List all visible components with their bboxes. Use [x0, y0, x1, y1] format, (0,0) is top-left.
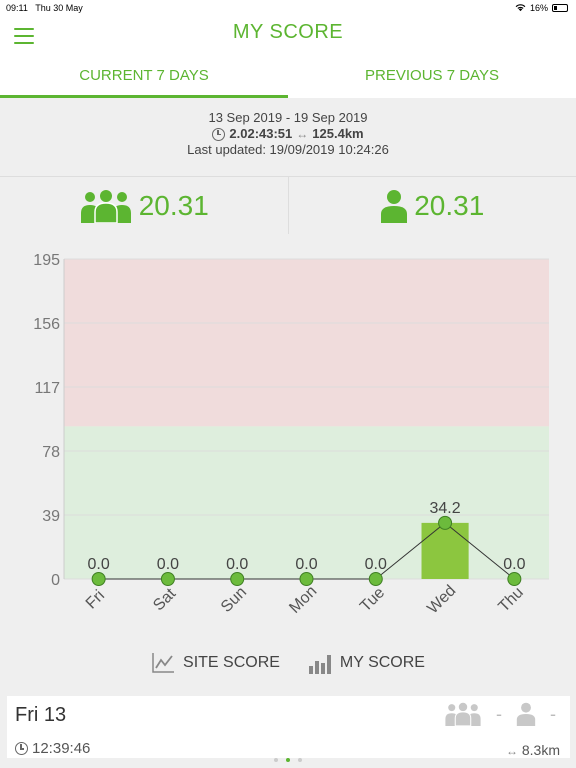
period-summary: 13 Sep 2019 - 19 Sep 2019 2.02:43:51 ↔ 1…: [0, 110, 576, 158]
bar-wed: [421, 522, 469, 579]
site-score-cell: 20.31: [0, 177, 288, 234]
series-line-segment: [444, 522, 515, 580]
date-range: 13 Sep 2019 - 19 Sep 2019: [208, 110, 368, 125]
day-site-score: -: [496, 703, 502, 724]
distance-arrows-icon: ↔: [505, 744, 518, 758]
point-sun: [230, 572, 245, 586]
period-tabs: CURRENT 7 DAYS PREVIOUS 7 DAYS: [0, 60, 576, 98]
page-dot[interactable]: [274, 758, 278, 762]
status-time: 09:11: [6, 3, 28, 13]
point-sat: [160, 572, 175, 586]
page-indicator: [0, 758, 576, 762]
distance-arrows-icon: ↔: [296, 127, 309, 141]
day-title: Fri 13: [15, 704, 67, 726]
day-my-score: -: [550, 703, 556, 724]
clock-icon: [15, 742, 28, 755]
legend-site-score[interactable]: SITE SCORE: [151, 652, 280, 674]
my-score-value: 20.31: [414, 189, 485, 221]
group-users-icon: [445, 702, 481, 726]
status-bar: 09:11 Thu 30 May 16%: [0, 0, 576, 16]
user-icon: [381, 189, 408, 223]
y-tick-label: 117: [34, 380, 60, 397]
point-thu: [507, 572, 522, 586]
battery-icon: [552, 4, 568, 12]
point-fri: [91, 572, 106, 586]
y-tick-label: 39: [42, 508, 60, 525]
data-label: 34.2: [430, 500, 461, 517]
tab-current-7-days[interactable]: CURRENT 7 DAYS: [0, 60, 288, 98]
tab-previous-7-days[interactable]: PREVIOUS 7 DAYS: [365, 67, 499, 84]
last-updated: Last updated: 19/09/2019 10:24:26: [187, 142, 389, 157]
red-zone-band: [64, 259, 549, 427]
x-tick-label: Sat: [150, 585, 179, 614]
day-distance: 8.3km: [521, 742, 560, 758]
page-title: MY SCORE: [232, 21, 344, 43]
data-label: 0.0: [157, 556, 179, 573]
x-tick-label: Wed: [424, 582, 459, 617]
battery-percent: 16%: [529, 3, 548, 13]
app-header: MY SCORE: [0, 16, 576, 60]
site-score-value: 20.31: [138, 189, 209, 221]
y-tick-label: 78: [42, 444, 60, 461]
x-tick-label: Sun: [218, 584, 250, 616]
weekly-score-chart: 195 156 117 78 39 0 0.0 0.0 0.0 0.0 0.0 34.2 0.0 Fri S…: [0, 240, 576, 640]
bar-chart-icon: [308, 655, 331, 674]
day-duration: 12:39:46: [32, 740, 91, 757]
wifi-icon: [515, 4, 526, 12]
data-label: 0.0: [295, 556, 317, 573]
user-icon: [516, 702, 536, 726]
line-chart-icon: [152, 653, 175, 673]
legend-my-score[interactable]: MY SCORE: [308, 652, 425, 674]
x-tick-label: Thu: [495, 584, 527, 616]
data-label: 0.0: [88, 556, 110, 573]
status-time-date: 09:11 Thu 30 May: [6, 3, 83, 13]
y-tick-label: 0: [51, 572, 60, 589]
page-dot-active[interactable]: [286, 758, 290, 762]
data-label: 0.0: [365, 556, 387, 573]
total-distance: 125.4km: [312, 126, 364, 141]
legend-site-label: SITE SCORE: [183, 654, 280, 671]
legend-my-label: MY SCORE: [339, 654, 425, 671]
y-tick-label: 195: [33, 252, 60, 269]
chart-svg: 195 156 117 78 39 0 0.0 0.0 0.0 0.0 0.0 34.2 0.0 Fri S…: [33, 252, 549, 617]
x-tick-label: Tue: [357, 584, 388, 615]
day-card-fri-13[interactable]: Fri 13 - - 12:39:46 ↔ 8.3km: [7, 696, 570, 758]
chart-legend: SITE SCORE MY SCORE: [0, 652, 576, 674]
page-dot[interactable]: [298, 758, 302, 762]
point-mon: [299, 572, 314, 586]
point-tue: [368, 572, 383, 586]
data-label: 0.0: [503, 556, 525, 573]
my-score-cell: 20.31: [287, 177, 576, 234]
data-label: 0.0: [226, 556, 248, 573]
x-tick-label: Mon: [286, 583, 320, 617]
hamburger-menu-icon[interactable]: [14, 28, 34, 44]
x-tick-label: Fri: [83, 587, 108, 612]
y-tick-label: 156: [33, 316, 60, 333]
status-date: Thu 30 May: [35, 3, 83, 13]
total-duration: 2.02:43:51: [229, 126, 293, 141]
clock-icon: [212, 127, 226, 141]
series-line-segment: [375, 522, 446, 580]
score-summary: 20.31 20.31: [0, 176, 576, 234]
group-users-icon: [80, 189, 131, 223]
point-wed: [438, 515, 453, 530]
